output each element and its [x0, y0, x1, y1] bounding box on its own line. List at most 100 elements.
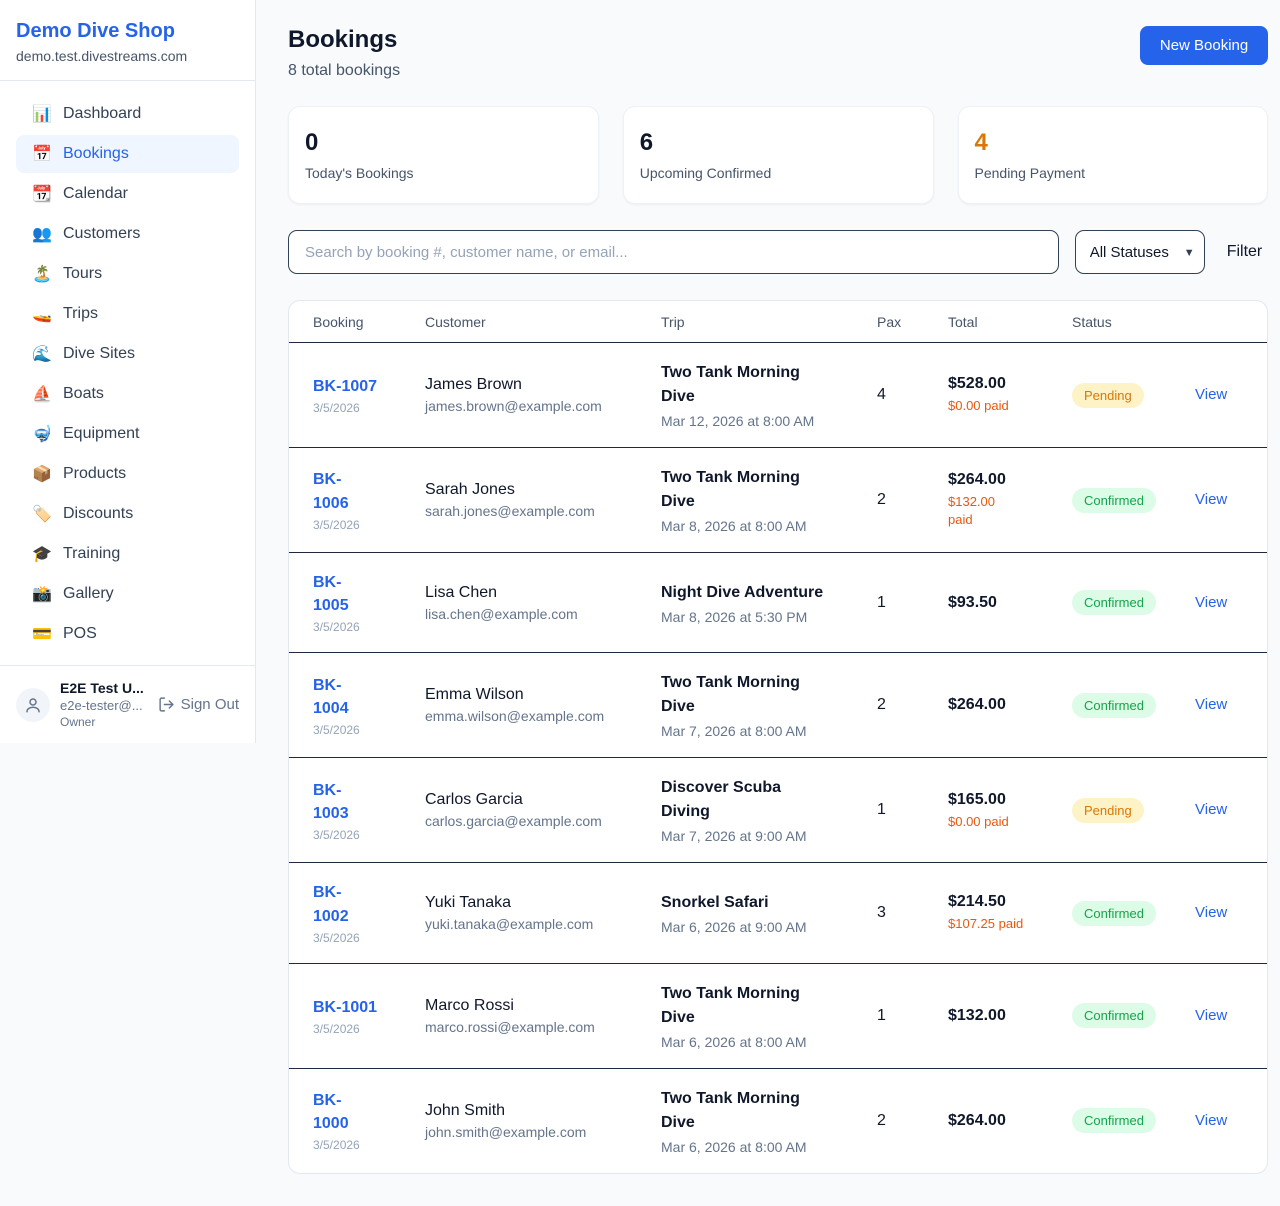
filter-button[interactable]: Filter — [1221, 243, 1269, 261]
bar-chart-icon: 📊 — [32, 106, 52, 123]
view-link[interactable]: View — [1195, 904, 1228, 922]
customer-email: john.smith@example.com — [425, 1123, 587, 1140]
customer-name: Yuki Tanaka — [425, 894, 511, 912]
booking-id-link[interactable]: BK- 1006 — [313, 471, 349, 512]
trip-name: Two Tank Morning Dive — [661, 674, 800, 716]
trip-name: Two Tank Morning Dive — [661, 984, 800, 1026]
view-link[interactable]: View — [1195, 386, 1228, 403]
booking-id-link[interactable]: BK- 1005 — [313, 574, 349, 615]
sidebar-item-dive-sites[interactable]: 🌊 Dive Sites — [16, 335, 239, 373]
island-icon: 🏝️ — [32, 266, 52, 283]
pax-value: 1 — [877, 593, 886, 611]
view-link[interactable]: View — [1195, 491, 1228, 508]
booking-id-link[interactable]: BK- 1003 — [313, 781, 349, 822]
pax-value: 2 — [877, 491, 886, 508]
bookings-table: Booking Customer Trip Pax Total Status BK-100… — [288, 300, 1269, 1174]
column-header-status: Status — [1072, 313, 1112, 330]
trip-cell: Two Tank Morning Dive Mar 7, 2026 at 8:0… — [661, 671, 877, 739]
total-amount: $214.50 — [948, 893, 1006, 911]
stat-label: Pending Payment — [974, 165, 1086, 181]
sidebar-item-label: Discounts — [63, 505, 134, 522]
customer-name: Emma Wilson — [425, 686, 524, 704]
user-icon — [26, 697, 40, 712]
total-cell: $132.00 — [948, 1007, 1072, 1025]
camera-icon: 📸 — [32, 586, 52, 603]
view-link[interactable]: View — [1195, 696, 1228, 714]
table-row: BK- 1006 3/5/2026 Sarah Jones sarah.jones… — [289, 448, 1268, 553]
sidebar-item-pos[interactable]: 💳 POS — [16, 615, 239, 653]
status-badge: Confirmed — [1072, 487, 1156, 513]
view-cell: View — [1195, 904, 1243, 922]
booking-cell: BK- 1002 3/5/2026 — [313, 881, 425, 944]
avatar — [16, 687, 50, 722]
sidebar-item-gallery[interactable]: 📸 Gallery — [16, 575, 239, 613]
trip-datetime: Mar 6, 2026 at 9:00 AM — [661, 919, 807, 936]
stat-value: 0 — [305, 129, 319, 156]
trip-datetime: Mar 6, 2026 at 8:00 AM — [661, 1138, 807, 1155]
sign-out-button[interactable]: Sign Out — [158, 696, 239, 713]
trip-name: Two Tank Morning Dive — [661, 469, 800, 510]
paid-amount: $0.00 paid — [948, 398, 1009, 414]
sidebar-item-label: Training — [63, 545, 121, 562]
new-booking-button[interactable]: New Booking — [1139, 26, 1269, 65]
view-link[interactable]: View — [1195, 801, 1228, 819]
customer-name: Lisa Chen — [425, 583, 498, 601]
tag-icon: 🏷️ — [32, 506, 52, 523]
booking-date: 3/5/2026 — [313, 723, 360, 738]
sidebar-item-boats[interactable]: ⛵ Boats — [16, 375, 239, 413]
wave-icon: 🌊 — [32, 346, 52, 363]
stat-value: 4 — [974, 129, 988, 156]
customer-cell: Sarah Jones sarah.jones@example.com — [425, 481, 661, 519]
trip-datetime: Mar 6, 2026 at 8:00 AM — [661, 1033, 807, 1050]
graduation-cap-icon: 🎓 — [32, 546, 52, 563]
view-link[interactable]: View — [1195, 1006, 1228, 1024]
customer-email: carlos.garcia@example.com — [425, 813, 602, 830]
sidebar-item-equipment[interactable]: 🤿 Equipment — [16, 415, 239, 453]
booking-id-link[interactable]: BK-1001 — [313, 998, 378, 1016]
booking-cell: BK-1001 3/5/2026 — [313, 996, 425, 1036]
total-amount: $528.00 — [948, 375, 1006, 393]
customer-email: james.brown@example.com — [425, 398, 602, 414]
view-cell: View — [1195, 386, 1243, 404]
table-row: BK- 1003 3/5/2026 Carlos Garcia carlos.ga… — [289, 758, 1268, 864]
sidebar-item-bookings[interactable]: 📅 Bookings — [16, 135, 239, 173]
customer-cell: Lisa Chen lisa.chen@example.com — [425, 584, 661, 622]
sidebar-item-customers[interactable]: 👥 Customers — [16, 215, 239, 253]
customer-email: sarah.jones@example.com — [425, 503, 595, 519]
column-header-booking: Booking — [313, 313, 364, 330]
trip-datetime: Mar 12, 2026 at 8:00 AM — [661, 413, 815, 429]
booking-id-link[interactable]: BK- 1004 — [313, 676, 349, 717]
sidebar-item-calendar[interactable]: 📆 Calendar — [16, 175, 239, 213]
view-link[interactable]: View — [1195, 1111, 1228, 1129]
sidebar-item-trips[interactable]: 🚤 Trips — [16, 295, 239, 333]
status-badge: Pending — [1072, 797, 1144, 823]
page-title: Bookings — [288, 26, 398, 53]
booking-date: 3/5/2026 — [313, 620, 360, 635]
sidebar-item-tours[interactable]: 🏝️ Tours — [16, 255, 239, 293]
booking-id-link[interactable]: BK-1007 — [313, 377, 378, 395]
trip-name: Two Tank Morning Dive — [661, 364, 800, 405]
status-cell: Confirmed — [1072, 487, 1195, 513]
stats-cards: 0 Today's Bookings 6 Upcoming Confirmed … — [288, 106, 1269, 204]
page-header: Bookings 8 total bookings New Booking — [288, 26, 1269, 80]
status-badge: Pending — [1072, 382, 1144, 408]
sidebar-item-training[interactable]: 🎓 Training — [16, 535, 239, 573]
stat-label: Today's Bookings — [305, 165, 414, 181]
sidebar-item-dashboard[interactable]: 📊 Dashboard — [16, 95, 239, 133]
sidebar-item-label: Customers — [63, 225, 141, 242]
search-input[interactable] — [288, 230, 1059, 274]
trip-cell: Two Tank Morning Dive Mar 12, 2026 at 8:… — [661, 361, 877, 429]
brand-name[interactable]: Demo Dive Shop — [16, 20, 175, 42]
status-select[interactable]: All Statuses — [1074, 230, 1205, 274]
view-link[interactable]: View — [1195, 593, 1228, 611]
status-badge: Confirmed — [1072, 1003, 1156, 1029]
sidebar-item-discounts[interactable]: 🏷️ Discounts — [16, 495, 239, 533]
status-cell: Pending — [1072, 382, 1195, 408]
column-header-total: Total — [948, 313, 978, 330]
booking-id-link[interactable]: BK- 1002 — [313, 884, 349, 925]
customer-name: Sarah Jones — [425, 481, 515, 498]
booking-date: 3/5/2026 — [313, 828, 360, 843]
booking-id-link[interactable]: BK- 1000 — [313, 1092, 349, 1133]
sidebar-item-products[interactable]: 📦 Products — [16, 455, 239, 493]
trip-cell: Two Tank Morning Dive Mar 8, 2026 at 8:0… — [661, 466, 877, 534]
